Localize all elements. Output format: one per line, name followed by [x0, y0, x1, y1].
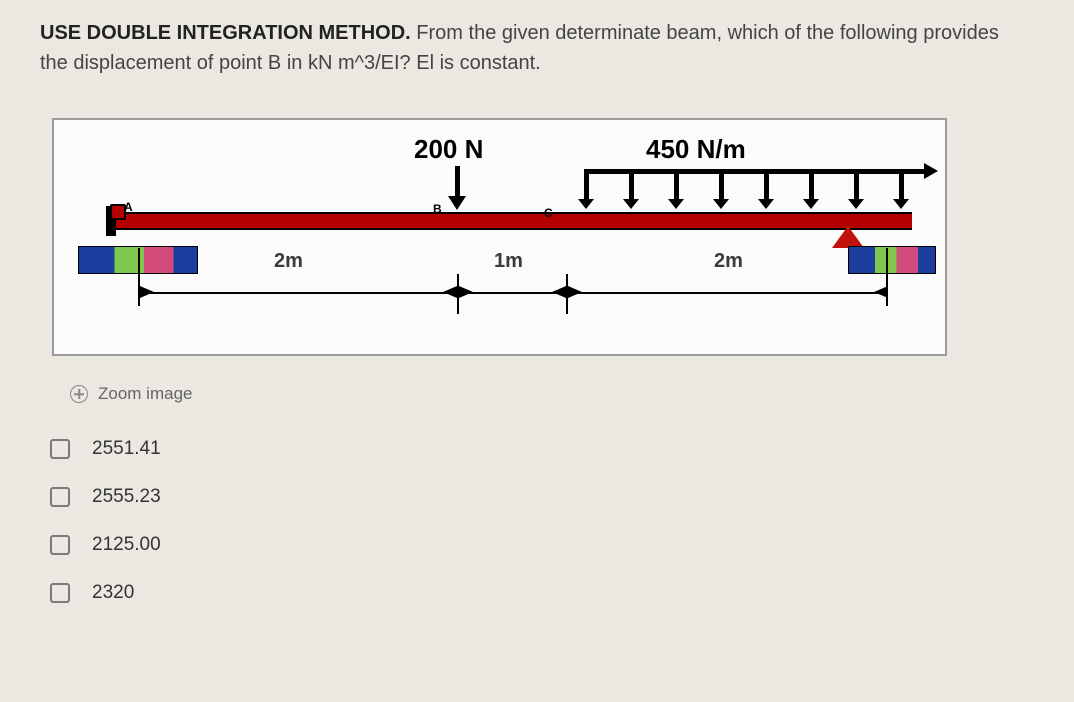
answer-options: 2551.41 2555.23 2125.00 2320	[50, 438, 1046, 604]
option-4[interactable]: 2320	[50, 582, 1046, 604]
dist-load-tick	[854, 169, 859, 199]
right-support-block	[848, 246, 936, 274]
option-3[interactable]: 2125.00	[50, 534, 1046, 556]
dim-arrow	[459, 286, 473, 298]
option-1[interactable]: 2551.41	[50, 438, 1046, 460]
point-A-label: A	[124, 200, 133, 214]
zoom-image-label: Zoom image	[98, 384, 192, 404]
option-3-label: 2125.00	[92, 534, 161, 556]
point-load-label: 200 N	[414, 134, 483, 165]
checkbox-icon[interactable]	[50, 487, 70, 507]
dist-load-tick	[629, 169, 634, 199]
dist-load-tick	[584, 169, 589, 199]
dist-load-label-text: 450 N/m	[646, 134, 746, 164]
span1-label: 2m	[274, 250, 303, 273]
right-support-triangle	[832, 226, 864, 248]
span2-label: 1m	[494, 250, 523, 273]
question-method: USE DOUBLE INTEGRATION METHOD.	[40, 22, 411, 44]
question-text: USE DOUBLE INTEGRATION METHOD. From the …	[40, 18, 1020, 78]
checkbox-icon[interactable]	[50, 535, 70, 555]
zoom-image-link[interactable]: Zoom image	[70, 384, 1046, 404]
point-load-arrow-head	[448, 196, 466, 210]
dist-load-end-arrow	[924, 163, 938, 179]
dimension-line	[140, 292, 888, 294]
option-1-label: 2551.41	[92, 438, 161, 460]
dim-arrow	[552, 286, 566, 298]
option-2[interactable]: 2555.23	[50, 486, 1046, 508]
dist-load-tick	[809, 169, 814, 199]
beam-diagram[interactable]: 200 N 450 N/m	[52, 118, 947, 356]
diagram-container: 200 N 450 N/m	[52, 118, 1046, 404]
point-load-arrow-stem	[455, 166, 460, 196]
dist-load-tick	[719, 169, 724, 199]
dist-load-tick	[764, 169, 769, 199]
option-4-label: 2320	[92, 582, 134, 604]
magnify-plus-icon	[70, 385, 88, 403]
checkbox-icon[interactable]	[50, 583, 70, 603]
dist-load-label: 450 N/m	[646, 134, 746, 165]
span3-label: 2m	[714, 250, 743, 273]
dim-arrow	[874, 286, 888, 298]
dim-arrow	[443, 286, 457, 298]
question-card: USE DOUBLE INTEGRATION METHOD. From the …	[0, 0, 1074, 648]
dim-arrow	[140, 286, 154, 298]
point-B-label: B	[433, 202, 442, 216]
checkbox-icon[interactable]	[50, 439, 70, 459]
beam	[114, 212, 912, 230]
dist-load-tick	[899, 169, 904, 199]
dist-load-bar	[584, 169, 924, 174]
dist-load-tick	[674, 169, 679, 199]
dim-arrow	[568, 286, 582, 298]
point-C-label: C	[544, 206, 553, 220]
option-2-label: 2555.23	[92, 486, 161, 508]
